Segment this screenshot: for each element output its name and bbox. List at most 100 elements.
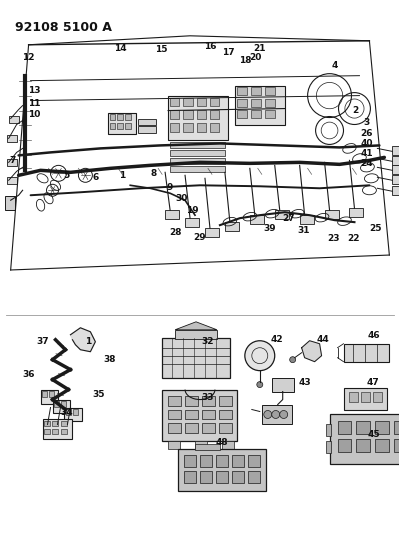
Text: 29: 29 bbox=[194, 232, 206, 241]
Bar bbox=[210, 110, 219, 119]
Bar bbox=[185, 395, 198, 406]
Bar bbox=[197, 123, 206, 132]
Text: 40: 40 bbox=[360, 139, 373, 148]
Bar bbox=[394, 422, 400, 434]
Bar bbox=[375, 439, 389, 453]
Bar bbox=[266, 87, 276, 95]
Bar bbox=[44, 429, 50, 434]
Bar bbox=[183, 110, 193, 119]
Text: 22: 22 bbox=[347, 233, 360, 243]
Bar bbox=[54, 401, 59, 407]
Text: 1: 1 bbox=[85, 337, 92, 346]
Bar bbox=[170, 142, 225, 148]
Bar bbox=[356, 422, 370, 434]
Bar bbox=[324, 210, 338, 219]
Bar bbox=[9, 116, 19, 123]
Bar bbox=[235, 86, 285, 125]
Text: 4: 4 bbox=[331, 61, 338, 70]
Bar bbox=[262, 405, 292, 424]
Bar bbox=[185, 409, 198, 419]
Bar bbox=[362, 392, 370, 401]
Bar bbox=[373, 392, 382, 401]
Bar bbox=[184, 471, 196, 483]
Bar bbox=[237, 110, 247, 118]
Bar bbox=[216, 455, 228, 467]
Text: 39: 39 bbox=[264, 224, 276, 232]
Text: 3: 3 bbox=[363, 118, 370, 127]
Bar bbox=[170, 150, 225, 156]
Bar bbox=[251, 110, 261, 118]
Circle shape bbox=[257, 382, 263, 387]
Bar bbox=[344, 387, 387, 409]
Bar bbox=[61, 429, 67, 434]
Polygon shape bbox=[70, 328, 95, 352]
Text: 14: 14 bbox=[114, 44, 126, 53]
Text: 46: 46 bbox=[367, 331, 380, 340]
Bar bbox=[338, 422, 352, 434]
Bar bbox=[251, 87, 261, 95]
Text: 7: 7 bbox=[10, 156, 16, 165]
Text: 15: 15 bbox=[155, 45, 167, 54]
Bar bbox=[219, 423, 232, 433]
Text: 45: 45 bbox=[367, 430, 380, 439]
Bar bbox=[344, 344, 389, 362]
Text: 34: 34 bbox=[60, 408, 73, 417]
Bar bbox=[110, 114, 115, 120]
Bar bbox=[183, 123, 193, 132]
Bar bbox=[237, 87, 247, 95]
Bar bbox=[392, 156, 400, 165]
Bar bbox=[73, 409, 78, 415]
Bar bbox=[64, 408, 82, 422]
Bar bbox=[272, 377, 294, 392]
Bar bbox=[300, 215, 314, 224]
Bar bbox=[61, 421, 67, 426]
Bar bbox=[392, 186, 400, 195]
Bar bbox=[266, 99, 276, 107]
Text: 32: 32 bbox=[202, 337, 214, 346]
Bar bbox=[200, 455, 212, 467]
Text: 38: 38 bbox=[103, 355, 116, 364]
Bar bbox=[248, 455, 260, 467]
Text: 27: 27 bbox=[282, 214, 295, 223]
Text: 42: 42 bbox=[270, 335, 283, 344]
Text: 13: 13 bbox=[28, 86, 41, 95]
Bar bbox=[202, 395, 215, 406]
Text: 28: 28 bbox=[169, 228, 181, 237]
Text: 33: 33 bbox=[202, 393, 214, 402]
Bar bbox=[275, 210, 289, 219]
Text: 5: 5 bbox=[63, 171, 70, 180]
Bar bbox=[42, 419, 72, 439]
Bar bbox=[392, 175, 400, 184]
Bar bbox=[210, 123, 219, 132]
Bar bbox=[326, 441, 330, 454]
Bar bbox=[170, 110, 180, 119]
Polygon shape bbox=[175, 322, 217, 330]
Text: 6: 6 bbox=[92, 173, 98, 182]
Text: 10: 10 bbox=[28, 110, 41, 119]
Bar bbox=[170, 166, 225, 172]
Bar bbox=[250, 215, 264, 224]
Text: 12: 12 bbox=[22, 53, 35, 62]
Circle shape bbox=[280, 410, 288, 418]
Text: 8: 8 bbox=[150, 169, 156, 178]
Bar bbox=[392, 165, 400, 174]
Bar bbox=[394, 439, 400, 453]
Bar bbox=[118, 114, 123, 120]
Bar bbox=[138, 126, 156, 133]
Bar bbox=[7, 177, 17, 184]
Bar bbox=[175, 330, 217, 339]
Bar bbox=[126, 123, 131, 129]
Bar bbox=[356, 439, 370, 453]
Bar bbox=[202, 409, 215, 419]
Bar bbox=[170, 158, 225, 164]
Text: 31: 31 bbox=[297, 225, 310, 235]
Bar bbox=[330, 415, 400, 464]
Text: 18: 18 bbox=[238, 56, 251, 65]
Bar bbox=[168, 423, 181, 433]
Circle shape bbox=[245, 341, 275, 370]
Bar bbox=[195, 445, 220, 450]
Bar bbox=[61, 401, 66, 407]
Bar bbox=[170, 98, 180, 107]
Text: 2: 2 bbox=[352, 106, 358, 115]
Bar bbox=[237, 99, 247, 107]
